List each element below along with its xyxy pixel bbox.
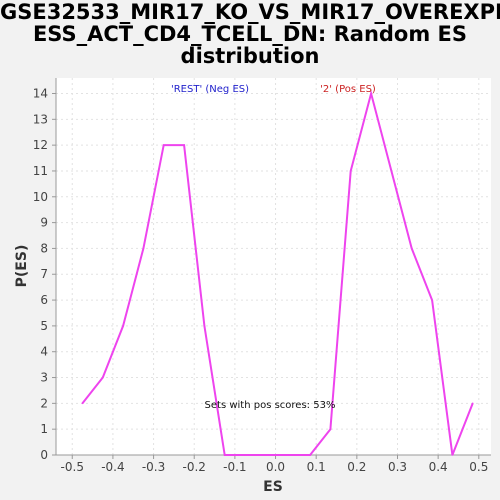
x-tick-label-5: 0.0	[266, 460, 285, 474]
y-tick-label-10: 10	[33, 190, 48, 204]
y-tick-label-1: 1	[40, 422, 48, 436]
plot-area	[56, 78, 491, 455]
y-tick-label-3: 3	[40, 371, 48, 385]
y-tick-label-6: 6	[40, 293, 48, 307]
y-axis-label: P(ES)	[14, 245, 30, 288]
y-tick-label-7: 7	[40, 267, 48, 281]
series-0-point-10	[284, 454, 287, 456]
y-tick-label-11: 11	[33, 164, 48, 178]
chart-title-line-2: ESS_ACT_CD4_TCELL_DN: Random ES	[32, 22, 468, 46]
x-axis-label: ES	[263, 479, 283, 495]
series-0-point-7	[223, 454, 226, 456]
x-tick-label-8: 0.3	[388, 460, 407, 474]
chart-title-line-3: distribution	[180, 44, 320, 68]
series-0-point-13	[349, 170, 352, 172]
series-0-point-8	[244, 454, 246, 456]
series-0-point-18	[451, 454, 454, 456]
series-0-point-14	[370, 92, 372, 95]
series-0-point-1	[101, 376, 104, 379]
series-0-point-9	[264, 454, 267, 456]
series-line-0	[81, 89, 474, 456]
x-tick-label-0: -0.5	[61, 460, 84, 474]
x-tick-label-4: -0.1	[223, 460, 246, 474]
series-0-point-0	[81, 402, 84, 405]
y-tick-label-8: 8	[40, 241, 48, 255]
x-tick-label-9: 0.4	[429, 460, 448, 474]
series-0-point-5	[183, 144, 185, 146]
chart-title-line-1: GSE32533_MIR17_KO_VS_MIR17_OVEREXPR	[0, 0, 500, 24]
y-tick-label-9: 9	[40, 216, 48, 230]
series-0-point-16	[410, 247, 413, 250]
y-tick-label-14: 14	[33, 86, 48, 100]
x-tick-label-1: -0.4	[101, 460, 124, 474]
series-0-point-19	[471, 402, 474, 405]
x-tick-label-2: -0.3	[142, 460, 165, 474]
y-tick-label-13: 13	[33, 112, 48, 126]
neg-es-label: 'REST' (Neg ES)	[171, 84, 249, 95]
pos-es-label: '2' (Pos ES)	[320, 84, 376, 95]
x-tick-label-10: 0.5	[469, 460, 488, 474]
y-tick-label-0: 0	[40, 448, 48, 462]
x-tick-label-6: 0.1	[307, 460, 326, 474]
y-tick-label-5: 5	[40, 319, 48, 333]
y-tick-label-12: 12	[33, 138, 48, 152]
series-0-point-3	[142, 247, 145, 250]
y-tick-label-4: 4	[40, 345, 48, 359]
series-0-point-2	[122, 325, 124, 327]
labels: -0.5 -0.4 -0.3 -0.2 -0.1 0.0 0.1 0.2 0.3 0.4 0.5 0 1…	[33, 86, 489, 474]
series-layer	[81, 89, 474, 456]
series-0-point-6	[203, 325, 206, 327]
chart-title: GSE32533_MIR17_KO_VS_MIR17_OVEREXPR ESS_…	[0, 0, 500, 67]
series-0-point-4	[162, 144, 165, 146]
y-tick-label-2: 2	[40, 396, 48, 410]
series-0-point-11	[309, 454, 311, 456]
series-0-point-17	[431, 299, 433, 301]
x-tick-label-7: 0.2	[347, 460, 366, 474]
x-tick-label-3: -0.2	[183, 460, 206, 474]
series-0-point-15	[390, 170, 393, 172]
pos-scores-annotation: Sets with pos scores: 53%	[205, 400, 336, 411]
series-0-point-12	[329, 428, 332, 430]
